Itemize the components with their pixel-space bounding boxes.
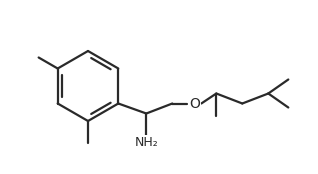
Text: NH₂: NH₂ [135, 136, 158, 149]
Text: O: O [189, 97, 200, 110]
